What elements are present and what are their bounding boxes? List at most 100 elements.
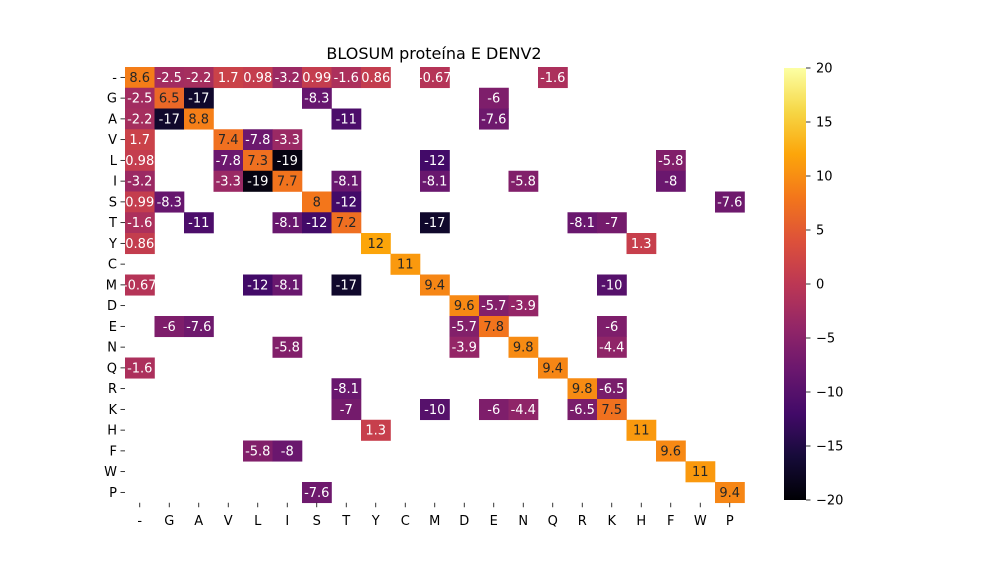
x-tick-label: R [578,514,587,529]
heatmap-cell [243,150,273,172]
heatmap-cell [626,419,657,441]
heatmap-cell [302,482,332,504]
heatmap-cell [243,129,273,151]
colorbar-tick-label: 20 [816,62,833,77]
cell-value-label: 0.99 [125,195,154,210]
cell-value-label: 0.99 [302,71,331,86]
cell-value-label: -11 [336,112,357,127]
cell-value-label: 7.2 [336,216,357,231]
x-tick-label: P [726,514,734,529]
cell-value-label: 11 [397,258,414,273]
heatmap-cell [656,440,686,462]
y-tick-label: H [107,424,117,439]
cell-value-label: -7 [605,216,618,231]
cell-value-label: -8.3 [304,92,329,107]
heatmap-cell [361,233,391,255]
cell-value-label: 0.86 [361,71,390,86]
cell-value-label: -12 [336,195,357,210]
heatmap-cell [184,316,214,338]
y-tick-label: T [108,216,117,231]
cell-value-label: -10 [601,278,622,293]
cell-value-label: 7.5 [601,403,622,418]
heatmap-cell [125,191,155,213]
cell-value-label: -2.2 [186,71,211,86]
heatmap-cell [331,170,362,192]
colorbar-tick-label: 0 [816,278,824,293]
cell-value-label: -7.8 [216,154,241,169]
x-tick-label: M [429,514,440,529]
y-tick-label: P [109,486,117,501]
heatmap-cell [154,316,185,338]
cell-value-label: -3.3 [216,175,241,190]
cell-value-label: -17 [159,112,180,127]
cell-value-label: -3.9 [511,299,536,314]
heatmap-cell [125,150,155,172]
heatmap-cell [420,212,450,234]
heatmap-cell [184,108,214,130]
cell-value-label: -17 [424,216,445,231]
cell-value-label: -6.5 [570,403,595,418]
cell-value-label: -1.6 [127,361,152,376]
heatmap-cell [125,170,155,192]
heatmap-cell [184,212,214,234]
heatmap-cell [626,233,657,255]
cell-value-label: -7.6 [186,320,211,335]
cell-value-label: -17 [188,92,209,107]
cell-value-label: 0.86 [125,237,154,252]
cell-value-label: 0.98 [243,71,272,86]
heatmap-cell [125,108,155,130]
cell-value-label: -12 [247,278,268,293]
cell-value-label: -12 [424,154,445,169]
heatmap-cell [125,67,155,89]
heatmap-cell [449,295,480,317]
heatmap-cell [479,87,509,109]
y-tick-label: - [112,71,117,86]
cell-value-label: -4.4 [599,341,624,356]
heatmap-cell [685,461,716,483]
cell-value-label: 7.7 [277,175,298,190]
heatmap-cell [243,274,273,296]
heatmap-cell [656,170,686,192]
heatmap-cell [272,150,303,172]
heatmap-cell [715,482,745,504]
heatmap-cell [154,191,185,213]
y-tick-label: D [107,299,117,314]
heatmap-cells [125,67,745,504]
x-tick-label: F [667,514,674,529]
y-tick-label: W [104,465,117,480]
cell-value-label: 11 [633,424,650,439]
cell-value-label: -0.67 [123,278,157,293]
heatmap-cell [213,170,244,192]
heatmap-cell [125,233,155,255]
heatmap-cell [331,378,362,400]
y-tick-label: N [107,341,117,356]
heatmap-cell [184,67,214,89]
heatmap-cell [449,316,480,338]
x-tick-label: I [285,514,289,529]
heatmap-cell [154,87,185,109]
heatmap-cell [597,274,627,296]
colorbar-tick-label: −15 [816,440,843,455]
heatmap-cell [597,212,627,234]
heatmap-cell [449,336,480,358]
cell-value-label: 8.8 [188,112,209,127]
x-tick-label: K [607,514,616,529]
cell-value-label: -19 [277,154,298,169]
cell-value-label: -17 [336,278,357,293]
heatmap-cell [597,336,627,358]
cell-value-label: 9.8 [572,382,593,397]
cell-value-label: 8 [313,195,321,210]
y-tick-label: V [108,133,117,148]
heatmap-cell [538,357,568,379]
cell-value-label: 9.6 [454,299,475,314]
heatmap-cell [302,212,332,234]
cell-value-label: -10 [424,403,445,418]
chart-title: BLOSUM proteína E DENV2 [326,44,541,63]
heatmap-cell [125,274,155,296]
heatmap-cell [154,108,185,130]
heatmap-cell [420,67,450,89]
heatmap-cell [331,274,362,296]
